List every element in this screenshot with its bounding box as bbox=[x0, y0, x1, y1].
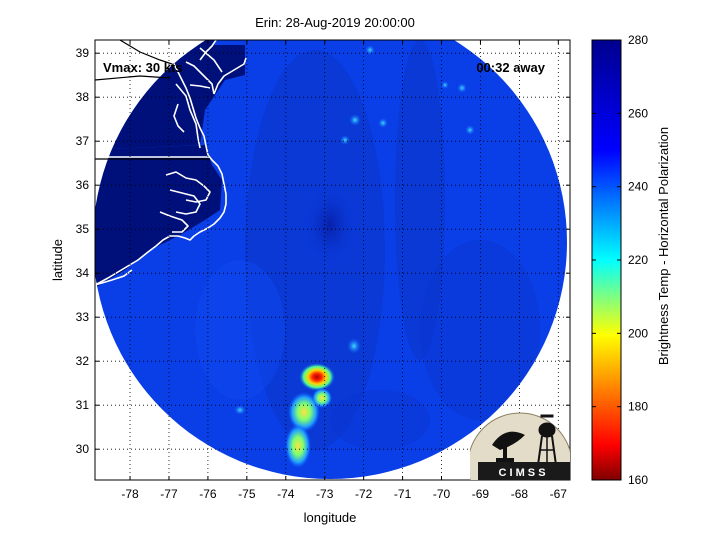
colorbar-ticks: 160 180 200 220 240 260 280 bbox=[592, 33, 648, 487]
dish-antenna-icon bbox=[492, 431, 525, 463]
y-tick-label: 39 bbox=[76, 46, 90, 60]
y-tick-label: 34 bbox=[76, 266, 90, 280]
lat-lon-grid bbox=[95, 40, 570, 480]
map-title: Erin: 28-Aug-2019 20:00:00 bbox=[255, 15, 415, 30]
cimss-logo-text: C I M S S bbox=[498, 467, 545, 479]
colorbar-tick-label: 280 bbox=[628, 33, 648, 47]
x-axis-label: longitude bbox=[304, 510, 357, 525]
y-axis-ticks: 30 31 32 33 34 35 36 37 38 39 bbox=[76, 46, 570, 456]
convection-core bbox=[299, 363, 335, 391]
y-tick-label: 32 bbox=[76, 354, 90, 368]
time-offset-label: 00:32 away bbox=[476, 60, 545, 75]
microwave-swath bbox=[95, 40, 567, 479]
cimss-logo: C I M S S bbox=[470, 412, 570, 480]
colorbar-tick-label: 260 bbox=[628, 106, 648, 120]
coastline bbox=[95, 40, 247, 286]
x-tick-label: -76 bbox=[199, 487, 217, 501]
x-axis-ticks: -78 -77 -76 -75 -74 -73 -72 -71 -70 -69 -68 -67 bbox=[121, 40, 567, 501]
y-tick-label: 37 bbox=[76, 134, 90, 148]
x-tick-label: -69 bbox=[472, 487, 490, 501]
y-tick-label: 31 bbox=[76, 398, 90, 412]
colorbar-tick-label: 200 bbox=[628, 326, 648, 340]
water-tower-icon bbox=[537, 414, 557, 466]
land-mass bbox=[95, 45, 245, 290]
y-tick-label: 33 bbox=[76, 310, 90, 324]
x-tick-label: -70 bbox=[433, 487, 451, 501]
vmax-label: Vmax: 30 kts bbox=[103, 60, 183, 75]
x-tick-label: -73 bbox=[316, 487, 334, 501]
x-tick-label: -78 bbox=[121, 487, 139, 501]
state-border bbox=[95, 47, 223, 286]
axes-frame bbox=[94, 39, 571, 481]
colorbar: 160 180 200 220 240 260 280 Brightness Temp - … bbox=[591, 33, 671, 487]
y-tick-label: 35 bbox=[76, 222, 90, 236]
y-tick-label: 30 bbox=[76, 442, 90, 456]
land-border-black bbox=[95, 40, 210, 160]
x-tick-label: -68 bbox=[511, 487, 529, 501]
y-axis-label: latitude bbox=[50, 239, 65, 281]
x-tick-label: -71 bbox=[394, 487, 412, 501]
y-tick-label: 36 bbox=[76, 178, 90, 192]
x-tick-label: -75 bbox=[238, 487, 256, 501]
colorbar-gradient bbox=[591, 39, 622, 481]
x-tick-label: -74 bbox=[277, 487, 295, 501]
x-tick-label: -67 bbox=[550, 487, 568, 501]
colorbar-label: Brightness Temp - Horizontal Polarizatio… bbox=[656, 127, 671, 365]
x-tick-label: -77 bbox=[160, 487, 178, 501]
colorbar-tick-label: 220 bbox=[628, 253, 648, 267]
colorbar-tick-label: 240 bbox=[628, 180, 648, 194]
y-tick-label: 38 bbox=[76, 90, 90, 104]
x-tick-label: -72 bbox=[355, 487, 373, 501]
colorbar-tick-label: 180 bbox=[628, 400, 648, 414]
colorbar-tick-label: 160 bbox=[628, 473, 648, 487]
